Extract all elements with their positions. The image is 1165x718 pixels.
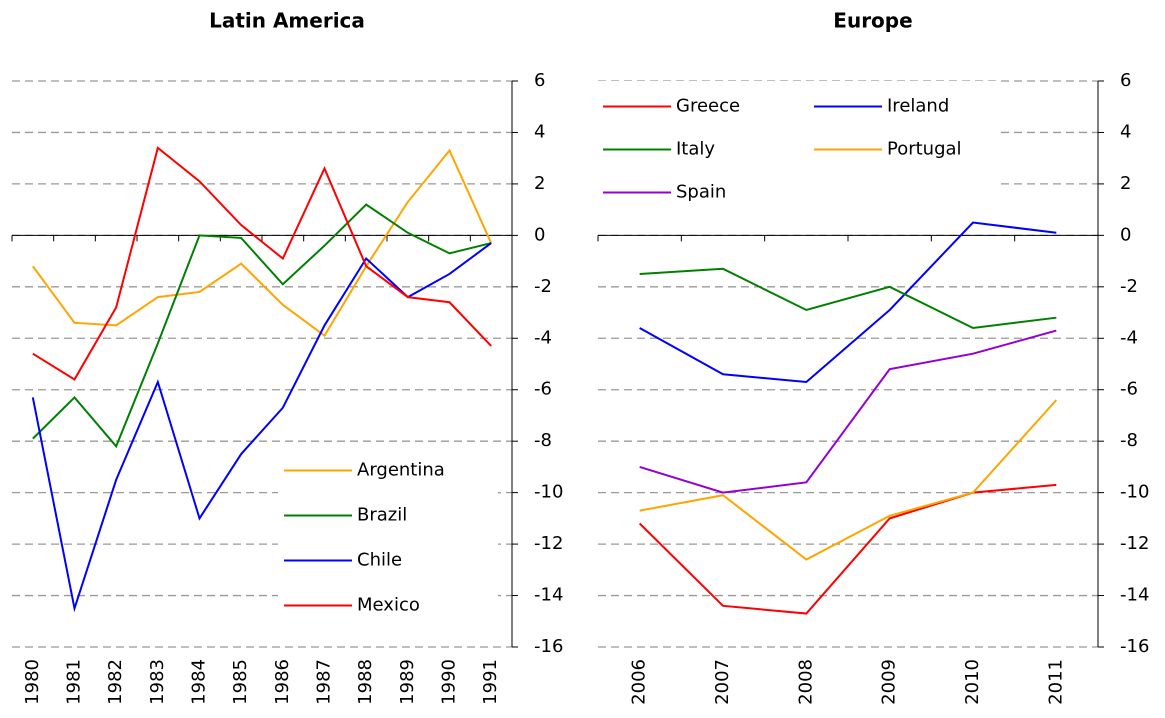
y-tick-label: 6: [534, 70, 545, 91]
x-tick-label: 1984: [189, 659, 210, 705]
legend-label: Argentina: [357, 460, 445, 481]
series-line: [639, 221, 1057, 384]
y-tick-label: -12: [1120, 533, 1149, 554]
x-tick-label: 2007: [712, 659, 733, 705]
x-tick-label: 1982: [105, 659, 126, 705]
x-tick-label: 1985: [230, 659, 251, 705]
y-tick-label: -14: [1120, 585, 1149, 606]
x-tick-label: 1980: [22, 659, 43, 705]
y-tick-label: -4: [534, 327, 552, 348]
series-line: [32, 148, 493, 338]
series-line: [639, 399, 1058, 561]
legend-label: Brazil: [357, 505, 407, 526]
legend-label: Mexico: [357, 595, 420, 616]
y-tick-label: 0: [1120, 224, 1131, 245]
chart-title: Europe: [833, 9, 912, 33]
x-tick-label: 1990: [439, 659, 460, 705]
y-tick-label: -2: [534, 276, 552, 297]
x-tick-label: 1981: [64, 659, 85, 705]
x-tick-label: 2006: [629, 659, 650, 705]
legend-label: Ireland: [887, 96, 949, 117]
legend-label: Greece: [676, 96, 740, 117]
legend-label: Spain: [676, 182, 726, 203]
series-line: [639, 267, 1057, 330]
y-tick-label: -10: [534, 482, 563, 503]
y-tick-label: -12: [534, 533, 563, 554]
y-tick-label: -8: [1120, 430, 1138, 451]
x-tick-label: 2009: [879, 659, 900, 705]
y-tick-label: -4: [1120, 327, 1138, 348]
x-tick-label: 2011: [1045, 659, 1066, 705]
legend-label: Portugal: [887, 139, 962, 160]
legend-background: [278, 444, 498, 628]
series-line: [638, 483, 1057, 615]
y-tick-label: 2: [534, 173, 545, 194]
y-tick-label: 0: [534, 224, 545, 245]
x-tick-label: 1991: [480, 659, 501, 705]
y-tick-label: 2: [1120, 173, 1131, 194]
y-tick-label: -6: [1120, 379, 1138, 400]
x-tick-label: 1983: [147, 659, 168, 705]
y-tick-label: -14: [534, 585, 563, 606]
y-tick-label: -8: [534, 430, 552, 451]
y-tick-label: 4: [534, 121, 545, 142]
y-tick-label: -16: [1120, 636, 1149, 657]
x-tick-label: 1989: [397, 659, 418, 705]
x-tick-label: 1988: [355, 659, 376, 705]
chart-title: Latin America: [209, 9, 365, 33]
y-tick-label: -10: [1120, 482, 1149, 503]
y-tick-label: -16: [534, 636, 563, 657]
x-tick-label: 1986: [272, 659, 293, 705]
y-tick-label: 6: [1120, 70, 1131, 91]
x-tick-label: 1987: [314, 659, 335, 705]
series-line: [32, 146, 492, 381]
series-line: [31, 242, 492, 613]
x-tick-label: 2008: [795, 659, 816, 705]
series-line: [639, 329, 1057, 494]
y-tick-label: 4: [1120, 121, 1131, 142]
y-tick-label: -2: [1120, 276, 1138, 297]
legend-label: Italy: [676, 139, 715, 160]
x-tick-label: 2010: [962, 659, 983, 705]
y-tick-label: -6: [534, 379, 552, 400]
series-line: [32, 203, 492, 449]
legend-label: Chile: [357, 550, 402, 571]
